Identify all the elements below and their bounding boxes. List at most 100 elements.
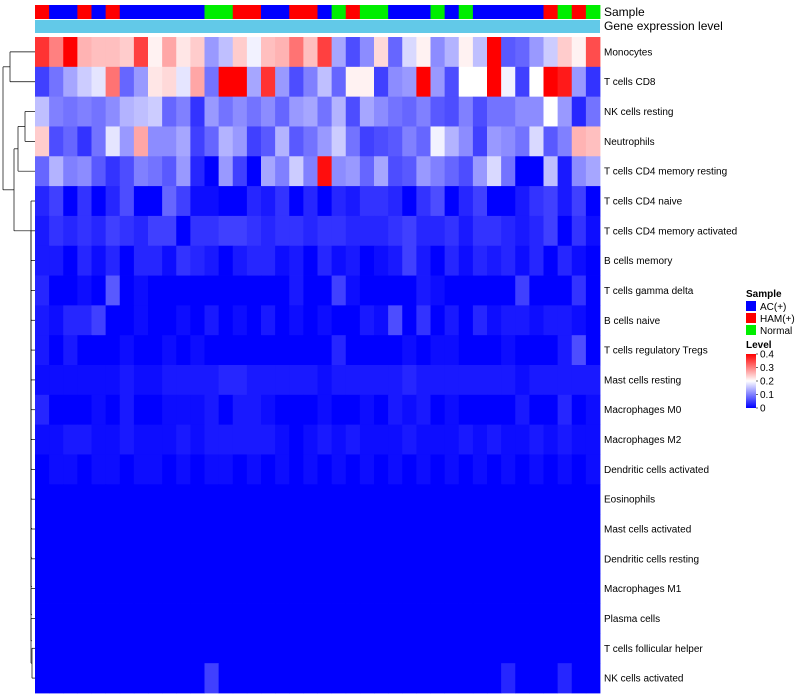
heatmap-cell <box>119 215 135 247</box>
heatmap-cell <box>331 186 347 217</box>
heatmap-cell <box>232 424 248 455</box>
heatmap-cell <box>416 275 431 306</box>
row-label: NK cells activated <box>604 674 683 685</box>
heatmap-cell <box>543 275 559 306</box>
heatmap-cell <box>218 424 234 455</box>
heatmap-cell <box>218 96 234 127</box>
heatmap-cell <box>359 275 375 306</box>
heatmap-cell <box>289 335 304 366</box>
heatmap-cell <box>289 245 304 276</box>
heatmap-cell <box>232 335 248 366</box>
heatmap-cell <box>63 424 78 455</box>
heatmap-cell <box>105 37 121 68</box>
heatmap-cell <box>133 514 149 545</box>
heatmap-cell <box>501 96 516 127</box>
heatmap-cell <box>359 663 375 694</box>
heatmap-cell <box>487 424 502 455</box>
heatmap-cell <box>345 275 361 306</box>
heatmap-cell <box>543 37 559 68</box>
heatmap-cell <box>501 335 516 366</box>
heatmap-cell <box>204 603 220 634</box>
heatmap-cell <box>430 663 446 694</box>
heatmap-cell <box>105 275 121 306</box>
heatmap-cell <box>176 633 191 664</box>
heatmap-cell <box>261 424 276 455</box>
heatmap-cell <box>190 37 205 68</box>
heatmap-cell <box>571 245 587 276</box>
heatmap-cell <box>303 603 318 634</box>
heatmap-cell <box>218 66 234 98</box>
heatmap-cell <box>91 186 107 217</box>
heatmap-cell <box>458 365 474 396</box>
heatmap-cell <box>359 484 375 515</box>
heatmap-cell <box>458 514 474 545</box>
heatmap-cell <box>91 573 107 604</box>
heatmap-cell <box>402 663 417 694</box>
heatmap-cell <box>190 186 205 217</box>
heatmap-cell <box>388 37 403 68</box>
heatmap-cell <box>557 126 573 157</box>
heatmap-cell <box>388 365 403 396</box>
heatmap-cell <box>317 66 333 98</box>
heatmap-cell <box>218 484 234 515</box>
heatmap-cell <box>275 37 290 68</box>
heatmap-cell <box>232 454 248 485</box>
heatmap-cell <box>585 394 601 426</box>
heatmap-cell <box>261 275 276 306</box>
heatmap-cell <box>331 543 347 575</box>
heatmap-cell <box>345 215 361 247</box>
heatmap-cell <box>317 394 333 426</box>
sample-annotation-cell <box>105 5 121 19</box>
heatmap-cell <box>105 126 121 157</box>
heatmap-cell <box>218 305 234 336</box>
heatmap-cell <box>91 215 107 247</box>
heatmap-cell <box>289 484 304 515</box>
heatmap-cell <box>105 156 121 187</box>
heatmap-cell <box>359 394 375 426</box>
heatmap-cell <box>374 633 389 664</box>
heatmap-cell <box>261 514 276 545</box>
heatmap-cell <box>472 66 488 98</box>
heatmap-cell <box>515 305 530 336</box>
heatmap-cell <box>133 186 149 217</box>
heatmap-cell <box>557 424 573 455</box>
row-label: Mast cells activated <box>604 525 691 536</box>
legend-level-title: Level <box>746 340 772 351</box>
row-label: Macrophages M1 <box>604 584 682 595</box>
heatmap-cell <box>77 37 92 68</box>
heatmap-cell <box>232 37 248 68</box>
sample-annotation-cell <box>317 5 333 19</box>
heatmap-cell <box>148 633 163 664</box>
heatmap-cell <box>105 543 121 575</box>
heatmap-cell <box>204 37 220 68</box>
heatmap-cell <box>374 186 389 217</box>
heatmap-cell <box>571 37 587 68</box>
heatmap-cell <box>218 275 234 306</box>
heatmap-cell <box>190 454 205 485</box>
heatmap-cell <box>430 394 446 426</box>
heatmap-cell <box>359 305 375 336</box>
heatmap-cell <box>543 394 559 426</box>
heatmap-cell <box>388 126 403 157</box>
heatmap-cell <box>472 603 488 634</box>
heatmap-cell <box>402 37 417 68</box>
heatmap-cell <box>543 603 559 634</box>
heatmap-cell <box>218 156 234 187</box>
heatmap-cell <box>444 37 460 68</box>
row-label: T cells CD4 memory resting <box>604 167 727 178</box>
heatmap-cell <box>91 37 107 68</box>
heatmap-cell <box>402 454 417 485</box>
heatmap-cell <box>557 573 573 604</box>
heatmap-cell <box>176 215 191 247</box>
heatmap-cell <box>261 215 276 247</box>
heatmap-cell <box>571 603 587 634</box>
heatmap-cell <box>303 215 318 247</box>
heatmap-cell <box>416 96 431 127</box>
heatmap-cell <box>63 215 78 247</box>
heatmap-cell <box>444 365 460 396</box>
heatmap-cell <box>529 126 544 157</box>
heatmap-cell <box>261 394 276 426</box>
heatmap-cell <box>289 305 304 336</box>
heatmap-cell <box>345 156 361 187</box>
sample-annotation-cell <box>444 5 460 19</box>
